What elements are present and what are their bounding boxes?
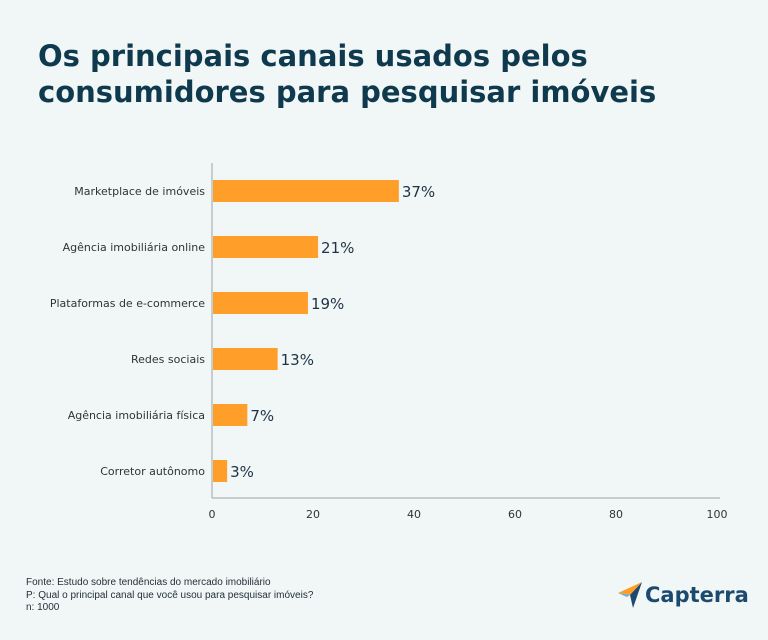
x-tick-label: 40	[407, 508, 421, 521]
capterra-arrow-icon	[618, 582, 642, 608]
x-tick-label: 100	[707, 508, 728, 521]
category-label: Corretor autônomo	[100, 465, 205, 478]
x-tick-label: 20	[306, 508, 320, 521]
bar	[213, 404, 248, 426]
data-label: 21%	[321, 239, 354, 257]
sample-size: n: 1000	[26, 602, 60, 613]
capterra-logo: Capterra	[618, 582, 749, 608]
category-label: Plataformas de e-commerce	[50, 297, 205, 310]
x-tick-label: 80	[609, 508, 623, 521]
chart-title: Os principais canais usados pelos consum…	[38, 39, 657, 109]
bar	[213, 460, 228, 482]
data-label: 13%	[281, 351, 314, 369]
x-tick-label: 60	[508, 508, 522, 521]
question-note: P: Qual o principal canal que você usou …	[26, 589, 314, 601]
bar	[213, 292, 308, 314]
data-label: 19%	[311, 295, 344, 313]
bar	[213, 348, 278, 370]
bar	[213, 180, 399, 202]
source-note: Fonte: Estudo sobre tendências do mercad…	[26, 577, 271, 588]
category-label: Marketplace de imóveis	[74, 185, 205, 198]
category-label: Redes sociais	[131, 353, 205, 366]
category-label: Agência imobiliária online	[63, 241, 206, 254]
data-label: 3%	[230, 463, 254, 481]
data-label: 7%	[250, 407, 274, 425]
bar	[213, 236, 319, 258]
x-tick-label: 0	[209, 508, 216, 521]
category-label: Agência imobiliária física	[68, 409, 205, 422]
data-label: 37%	[402, 183, 435, 201]
logo-text: Capterra	[645, 583, 749, 607]
footer: Fonte: Estudo sobre tendências do mercad…	[26, 577, 313, 615]
